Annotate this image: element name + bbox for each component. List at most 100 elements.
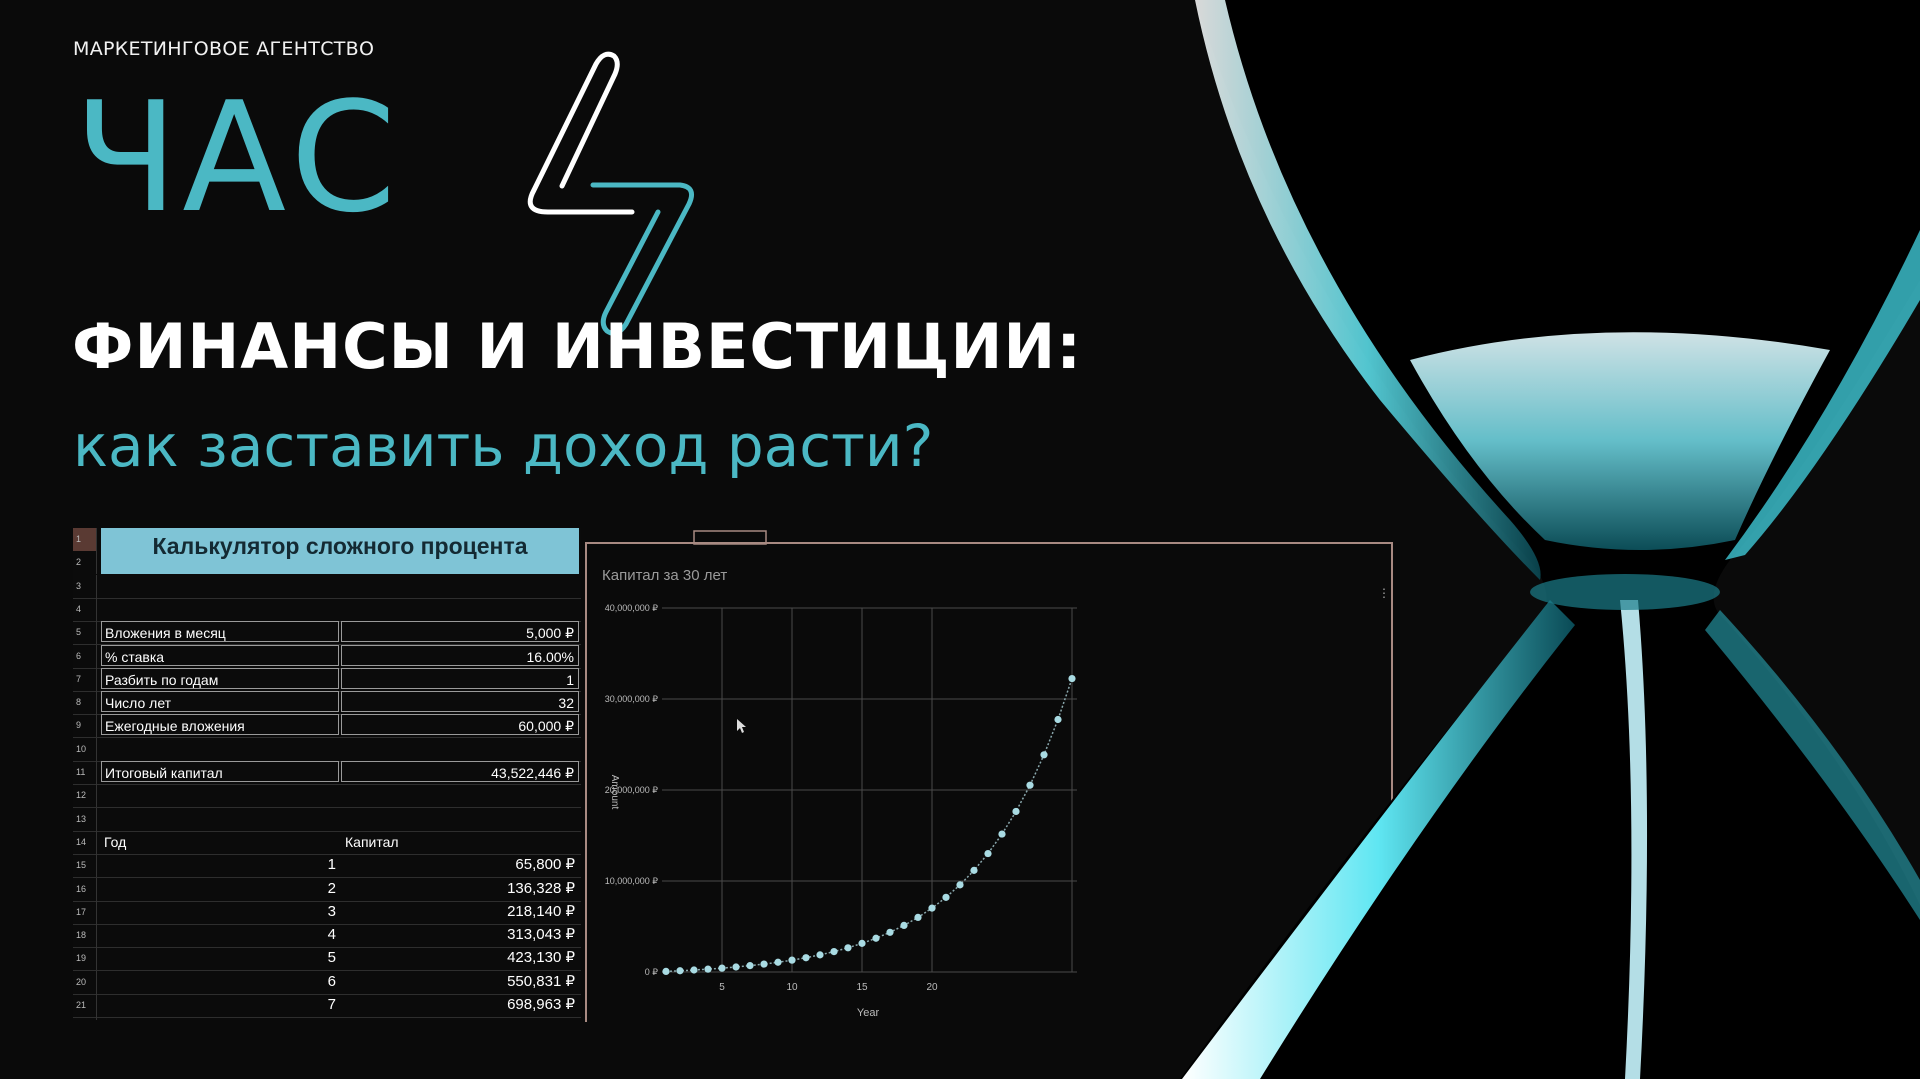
data-point <box>802 954 810 962</box>
sheet-row[interactable]: 21 7 698,963 ₽ <box>73 994 581 1018</box>
x-tick-label: 20 <box>926 982 938 993</box>
sheet-row[interactable]: 17 3 218,140 ₽ <box>73 900 581 925</box>
sheet-title: Калькулятор сложного процента <box>101 528 579 574</box>
year-cell[interactable]: 1 <box>327 856 336 874</box>
data-point <box>690 966 698 974</box>
capital-cell[interactable]: 136,328 ₽ <box>507 879 575 897</box>
y-tick-label: 30,000,000 ₽ <box>605 694 659 704</box>
data-point <box>662 967 670 976</box>
sheet-row[interactable]: 3 <box>73 574 581 599</box>
param-value[interactable]: 5,000 ₽ <box>341 621 579 643</box>
row-number: 22 <box>73 1017 97 1020</box>
year-cell[interactable]: 4 <box>327 926 336 944</box>
y-tick-label: 10,000,000 ₽ <box>605 876 659 886</box>
sheet-row[interactable]: 11 Итоговый капитал 43,522,446 ₽ <box>73 761 581 785</box>
data-point <box>704 965 712 973</box>
sheet-row[interactable]: 2 <box>73 551 581 575</box>
sheet-row[interactable]: 19 5 423,130 ₽ <box>73 947 581 972</box>
param-value[interactable]: 32 <box>341 691 579 713</box>
sheet-row[interactable]: 12 <box>73 784 581 809</box>
row-number: 10 <box>73 737 97 761</box>
sheet-row[interactable]: 15 1 65,800 ₽ <box>73 854 581 879</box>
year-cell[interactable]: 8 <box>101 1017 339 1020</box>
data-point <box>1054 715 1062 724</box>
capital-cell[interactable]: 313,043 ₽ <box>507 926 575 944</box>
capital-chart[interactable]: Капитал за 30 лет 0 ₽ 10,000,000 ₽ 20,000,0… <box>580 527 1410 1022</box>
sheet-row[interactable]: 7 Разбить по годам 1 <box>73 667 581 692</box>
y-tick-label: 40,000,000 ₽ <box>605 603 659 613</box>
column-header-capital[interactable]: Капитал <box>345 833 399 850</box>
sheet-row[interactable]: 22 8870,798 ₽ <box>73 1017 581 1020</box>
year-cell[interactable]: 2 <box>327 879 336 897</box>
total-value[interactable]: 43,522,446 ₽ <box>341 761 579 782</box>
data-point <box>1012 807 1020 816</box>
param-label[interactable]: Ежегодные вложения <box>101 714 339 736</box>
row-number: 20 <box>73 970 97 994</box>
data-point <box>774 958 782 966</box>
data-point <box>816 951 824 959</box>
row-number: 13 <box>73 807 97 831</box>
column-header-year[interactable]: Год <box>104 833 127 850</box>
chart-frame <box>585 542 1393 1022</box>
capital-cell[interactable]: 870,798 ₽ <box>341 1017 579 1020</box>
brand-name: ЧАС <box>74 69 401 246</box>
sheet-row[interactable]: 4 <box>73 597 581 622</box>
sheet-row[interactable]: 16 2 136,328 ₽ <box>73 877 581 902</box>
data-point <box>872 934 880 942</box>
data-point <box>844 944 852 952</box>
param-label[interactable]: Разбить по годам <box>101 667 339 689</box>
sheet-row[interactable]: 5 Вложения в месяц 5,000 ₽ <box>73 621 581 646</box>
sheet-row[interactable]: 18 4 313,043 ₽ <box>73 924 581 949</box>
param-value[interactable]: 1 <box>341 667 579 689</box>
row-number: 1 <box>73 528 97 551</box>
year-cell[interactable]: 6 <box>327 972 336 990</box>
sheet-row[interactable]: 8 Число лет 32 <box>73 691 581 716</box>
sheet-row[interactable]: 1 <box>73 528 581 551</box>
data-point <box>676 967 684 975</box>
row-number: 3 <box>73 574 97 598</box>
x-tick-label: 5 <box>719 982 725 993</box>
x-tick-label: 15 <box>856 982 868 993</box>
data-point <box>914 913 922 921</box>
sheet-row[interactable]: 14 Год Капитал <box>73 830 581 855</box>
agency-label: МАРКЕТИНГОВОЕ АГЕНТСТВО <box>73 38 375 60</box>
sheet-row[interactable]: 20 6 550,831 ₽ <box>73 970 581 995</box>
data-point <box>858 939 866 947</box>
data-point <box>1068 674 1076 683</box>
capital-cell[interactable]: 550,831 ₽ <box>507 972 575 990</box>
data-point <box>970 866 978 874</box>
year-cell[interactable]: 5 <box>327 949 336 967</box>
row-number: 5 <box>73 621 97 645</box>
chart-title: Капитал за 30 лет <box>602 567 727 584</box>
row-number: 4 <box>73 597 97 621</box>
row-number: 17 <box>73 900 97 924</box>
param-value[interactable]: 60,000 ₽ <box>341 714 579 736</box>
year-cell[interactable]: 7 <box>327 996 336 1013</box>
data-point <box>760 960 768 968</box>
row-number: 12 <box>73 784 97 808</box>
sheet-row[interactable]: 10 <box>73 737 581 762</box>
param-label[interactable]: Число лет <box>101 691 339 713</box>
sheet-row[interactable]: 9 Ежегодные вложения 60,000 ₽ <box>73 714 581 739</box>
total-label[interactable]: Итоговый капитал <box>101 761 339 782</box>
capital-cell[interactable]: 218,140 ₽ <box>507 902 575 920</box>
y-tick-label: 0 ₽ <box>645 967 659 977</box>
mouse-cursor-icon <box>737 719 746 733</box>
capital-cell[interactable]: 65,800 ₽ <box>515 856 575 874</box>
row-number: 18 <box>73 924 97 948</box>
sheet-row[interactable]: 6% ставка 16.00% <box>73 644 581 669</box>
data-point <box>928 904 936 912</box>
param-label[interactable]: Вложения в месяц <box>101 621 339 643</box>
year-cell[interactable]: 3 <box>327 902 336 920</box>
chart-handle <box>693 530 767 545</box>
data-point <box>718 964 726 972</box>
sheet-row[interactable]: 13 <box>73 807 581 832</box>
capital-cell[interactable]: 423,130 ₽ <box>507 949 575 967</box>
param-label[interactable]: % ставка <box>101 644 339 666</box>
capital-cell[interactable]: 698,963 ₽ <box>507 996 575 1013</box>
spreadsheet[interactable]: Калькулятор сложного процента 1 2 3 4 5 Вложе… <box>73 528 581 1020</box>
brand-logo-icon <box>527 51 694 336</box>
data-point <box>998 830 1006 838</box>
param-value[interactable]: 16.00% <box>341 644 579 666</box>
data-point <box>956 881 964 889</box>
